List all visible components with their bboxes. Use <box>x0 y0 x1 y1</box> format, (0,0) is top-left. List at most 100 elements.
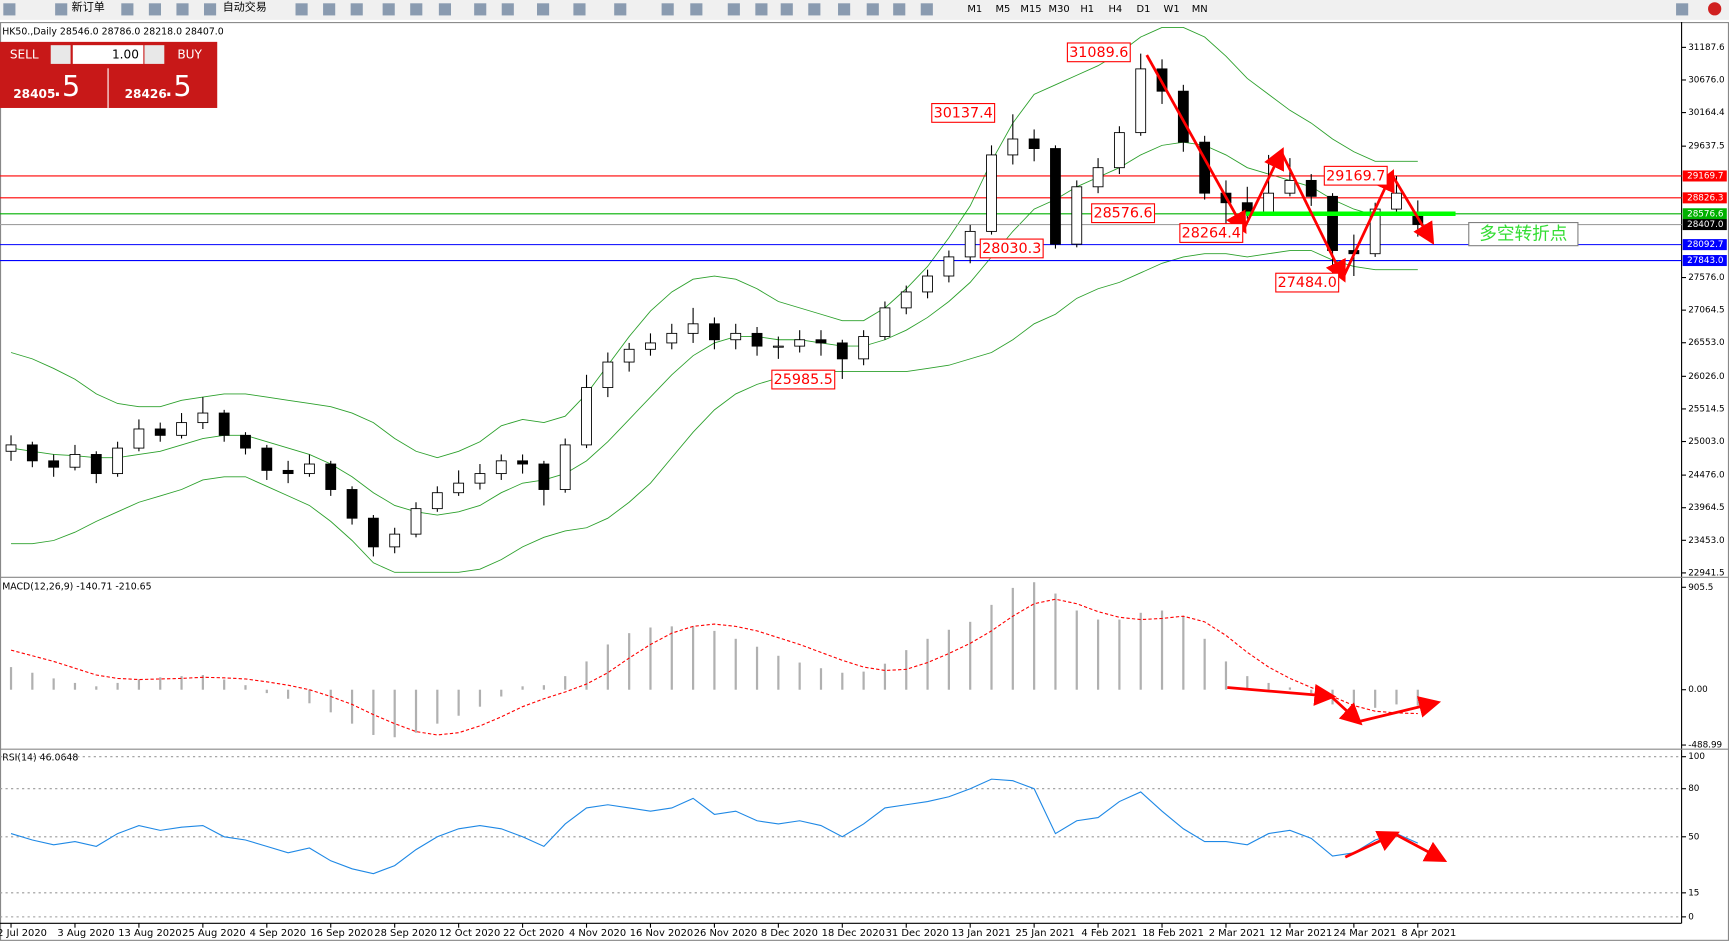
timeframe[interactable]: M1 <box>967 4 982 15</box>
candle-body <box>325 463 337 490</box>
candle-body <box>1327 195 1338 251</box>
macd-bar <box>1075 610 1078 690</box>
macd-bar <box>542 685 545 690</box>
sell-pips[interactable]: .5 <box>53 69 80 103</box>
y-tick-label: 27576.0 <box>1688 273 1725 283</box>
candle-body <box>26 444 38 462</box>
candle-body <box>431 492 443 510</box>
macd-bar <box>95 686 98 690</box>
auto-trading[interactable]: 自动交易 <box>223 0 267 14</box>
toolbar-icons <box>3 2 1722 16</box>
annotation: 25985.5 <box>774 372 833 388</box>
trade-panel: SELL 1.00 BUY 28405 .5 28426 .5 <box>0 41 218 108</box>
timeframe[interactable]: W1 <box>1164 4 1180 15</box>
level-label: 28092.7 <box>1687 240 1723 250</box>
macd-bar <box>1310 689 1313 694</box>
y-tick-label: 80 <box>1688 784 1700 794</box>
macd-bar <box>734 638 737 690</box>
macd-bar <box>1246 676 1249 690</box>
candle-body <box>133 428 145 449</box>
annotation: 28576.6 <box>1093 206 1152 222</box>
macd-bar <box>1096 619 1100 690</box>
macd-bar <box>926 638 929 690</box>
macd-bar <box>116 682 119 690</box>
macd-bar <box>265 689 268 694</box>
level-label: 29169.7 <box>1687 171 1723 181</box>
sell-button[interactable]: SELL <box>10 48 39 62</box>
y-tick-label: 29637.5 <box>1688 142 1724 152</box>
macd-bar <box>372 689 375 735</box>
x-tick-label: 16 Nov 2020 <box>630 928 693 939</box>
timeframe[interactable]: D1 <box>1137 4 1151 15</box>
macd-bar <box>1288 687 1292 690</box>
candle-body <box>1391 192 1402 210</box>
candle-body <box>922 275 933 293</box>
annotations: 31089.6 30137.4 28576.6 28264.4 28030.3 25985… <box>771 42 1579 390</box>
candle-body <box>453 482 465 494</box>
candle-body <box>176 422 187 436</box>
level-label-bg <box>1682 192 1727 204</box>
buy-button[interactable]: BUY <box>177 48 202 62</box>
macd-bar <box>500 689 503 697</box>
y-tick-label: 23964.5 <box>1688 503 1724 513</box>
candle-body <box>5 444 17 452</box>
candle-body <box>1263 192 1275 213</box>
lot-size[interactable]: 1.00 <box>112 48 139 62</box>
macd-bar <box>606 644 609 690</box>
macd-bar <box>329 689 332 713</box>
timeframe[interactable]: M15 <box>1020 4 1041 15</box>
macd-bar <box>308 689 311 704</box>
macd-bar <box>713 630 716 690</box>
timeframe[interactable]: M30 <box>1049 4 1070 15</box>
macd-bar <box>1267 682 1270 690</box>
y-tick-label: 25514.5 <box>1688 404 1724 414</box>
candle-body <box>879 307 891 338</box>
candle-body <box>48 460 60 468</box>
candle-body <box>1113 132 1125 169</box>
candle-body <box>1135 68 1147 134</box>
candle-body <box>517 460 528 465</box>
timeframe[interactable]: M5 <box>995 4 1010 15</box>
buy-pips[interactable]: .5 <box>164 69 191 103</box>
trend-arrow <box>1341 169 1395 279</box>
macd-bar <box>883 663 887 690</box>
y-tick-label: 22941.5 <box>1688 568 1724 578</box>
macd-bar <box>990 604 993 690</box>
candle-body <box>943 256 955 277</box>
macd-bar <box>521 686 524 690</box>
macd-bar <box>244 685 247 690</box>
candle-body <box>197 412 209 424</box>
buy-price[interactable]: 28426 <box>125 87 167 101</box>
candle-body <box>623 348 635 363</box>
annotation: 29169.7 <box>1326 168 1385 184</box>
candle-body <box>836 342 848 360</box>
trend-arrow <box>1280 151 1346 283</box>
candle-body <box>389 533 401 548</box>
macd-bar <box>670 626 673 690</box>
candle-body <box>495 460 507 475</box>
trend-arrow <box>1145 54 1247 234</box>
candle-body <box>751 332 763 347</box>
macd-bar <box>457 689 460 716</box>
candle-body <box>1028 138 1040 149</box>
sell-price[interactable]: 28405 <box>13 87 55 101</box>
macd-bar <box>969 621 972 690</box>
x-tick-label: 18 Dec 2020 <box>822 928 885 939</box>
candle-body <box>772 345 784 348</box>
macd-bar <box>9 667 13 690</box>
annotation: 多空转折点 <box>1479 224 1567 245</box>
macd-bar <box>287 689 290 699</box>
timeframes: M1 M5 M15 M30 H1 H4 D1 W1 MN <box>967 4 1207 15</box>
timeframe[interactable]: MN <box>1192 4 1208 15</box>
timeframe[interactable]: H1 <box>1080 4 1094 15</box>
macd-bar <box>777 655 780 690</box>
x-tick-label: 4 Sep 2020 <box>250 928 307 939</box>
new-order[interactable]: 新订单 <box>72 0 105 14</box>
macd-arrow <box>1358 696 1442 723</box>
macd-bar <box>1416 689 1419 706</box>
timeframe[interactable]: H4 <box>1108 4 1122 15</box>
level-label: 27843.0 <box>1687 256 1724 266</box>
macd-bar <box>393 689 396 738</box>
candle-body <box>538 463 550 490</box>
annotation-box <box>1066 42 1131 63</box>
